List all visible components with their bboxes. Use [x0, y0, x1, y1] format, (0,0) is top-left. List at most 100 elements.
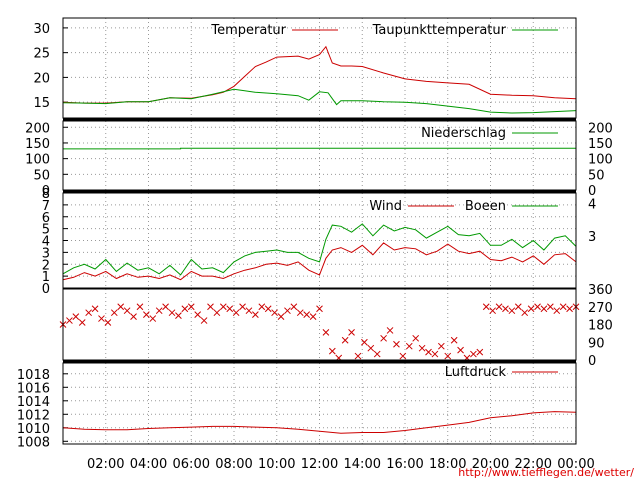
wind-ytick: 1	[42, 270, 50, 285]
wind-ytick: 7	[42, 199, 50, 214]
wind-direction-point	[328, 347, 336, 355]
wind-direction-point	[232, 309, 240, 317]
wind-ytick-right: 4	[588, 198, 596, 213]
pressure-series-luftdruck	[62, 411, 577, 434]
wind-direction-point	[130, 313, 137, 320]
wind-direction-point	[399, 352, 407, 360]
temperature-series-taupunkttemperatur	[62, 88, 577, 114]
x-tick-label: 20:00	[472, 457, 509, 472]
wind-direction-point	[149, 315, 157, 322]
wind-direction-point	[162, 303, 169, 311]
wind-direction-point	[168, 309, 176, 317]
wind-direction-point	[155, 307, 163, 315]
wind-direction-point	[534, 303, 541, 311]
wind-direction-point	[290, 303, 298, 311]
wind-direction-point	[425, 348, 432, 356]
wind-direction-point	[175, 312, 182, 319]
wind-direction-point	[361, 338, 368, 346]
wind-direction-point	[437, 342, 445, 350]
wind-direction-point	[566, 305, 573, 313]
wind-direction-ytick-right: 90	[588, 336, 605, 351]
wind-direction-point	[66, 317, 73, 324]
wind-direction-point	[136, 303, 144, 311]
wind-direction-point	[91, 305, 99, 313]
wind-direction-point	[521, 309, 529, 317]
precipitation-ytick-right: 100	[588, 153, 613, 168]
wind-direction-point	[444, 352, 452, 360]
wind-direction-point	[514, 303, 522, 311]
x-tick-label: 22:00	[515, 457, 552, 472]
wind-ytick: 3	[42, 246, 50, 261]
wind-ytick-right: 3	[588, 230, 596, 245]
wind-ytick: 2	[42, 258, 50, 273]
wind-direction-point	[219, 303, 227, 311]
pressure-ytick: 1016	[17, 381, 50, 396]
precipitation-ytick: 50	[33, 168, 50, 183]
precipitation-ytick: 100	[25, 153, 50, 168]
wind-direction-ytick-right: 360	[588, 283, 613, 298]
wind-direction-point	[540, 305, 548, 313]
wind-direction-point	[258, 303, 266, 311]
pressure-ytick: 1014	[17, 395, 50, 410]
temperature-legend-label: Taupunkttemperatur	[372, 23, 507, 38]
wind-direction-point	[239, 303, 246, 311]
temperature-panel: 15 20 25 30 Temperatur Taupunkttemperatur	[33, 17, 577, 119]
wind-direction-point	[271, 309, 278, 317]
pressure-legend-label: Luftdruck	[445, 365, 507, 380]
wind-direction-point	[508, 307, 516, 315]
wind-direction-ytick-right: 0	[588, 354, 596, 369]
wind-direction-point	[143, 311, 150, 318]
wind-direction-point	[495, 303, 503, 311]
wind-direction-point	[264, 305, 272, 313]
pressure-frame	[62, 362, 577, 445]
wind-direction-point	[309, 313, 317, 320]
wind-direction-point	[527, 305, 535, 313]
wind-direction-point	[476, 348, 484, 356]
wind-direction-point	[386, 327, 394, 334]
wind-direction-point	[393, 340, 400, 348]
temperature-ytick: 30	[33, 22, 50, 37]
pressure-ytick: 1010	[17, 422, 50, 437]
wind-direction-point	[226, 305, 234, 313]
wind-direction-point	[117, 303, 125, 311]
source-url: http://www.tiefflegen.de/wetter/	[458, 466, 634, 479]
wind-direction-ytick-right: 270	[588, 301, 613, 316]
precipitation-ytick-right: 200	[588, 121, 613, 136]
wind-direction-point	[98, 315, 105, 322]
precipitation-ytick-right: 150	[588, 137, 613, 152]
wind-direction-point	[316, 305, 323, 313]
wind-direction-point	[348, 329, 355, 336]
wind-ytick: 0	[42, 282, 50, 297]
wind-direction-point	[470, 350, 477, 358]
wind-legend-label: Wind	[369, 199, 402, 214]
wind-direction-point	[502, 305, 509, 313]
wind-direction-point	[72, 313, 80, 320]
temperature-legend-label: Temperatur	[210, 23, 286, 38]
wind-direction-point	[322, 329, 330, 336]
wind-direction-point	[367, 344, 375, 352]
precipitation-ytick-right: 50	[588, 168, 605, 183]
wind-ytick: 6	[42, 211, 50, 226]
wind-direction-point	[110, 309, 118, 317]
wind-direction-point	[405, 342, 413, 350]
wind-direction-point	[245, 307, 253, 315]
wind-direction-point	[252, 311, 259, 318]
x-tick-label: 08:00	[215, 457, 252, 472]
wind-ytick: 5	[42, 223, 50, 238]
wind-direction-point	[200, 317, 208, 324]
x-tick-label: 00:00	[557, 457, 594, 472]
x-tick-label: 04:00	[130, 457, 167, 472]
wind-direction-point	[277, 313, 285, 320]
wind-direction-point	[187, 303, 195, 311]
wind-direction-point	[412, 334, 420, 342]
pressure-ytick: 1008	[17, 435, 50, 450]
wind-direction-panel: 0 90 180 270 360	[59, 283, 613, 369]
wind-direction-point	[450, 336, 458, 344]
precipitation-ytick-right: 0	[588, 184, 596, 199]
wind-direction-point	[207, 303, 214, 311]
wind-direction-point	[354, 352, 362, 360]
temperature-frame	[62, 17, 577, 119]
